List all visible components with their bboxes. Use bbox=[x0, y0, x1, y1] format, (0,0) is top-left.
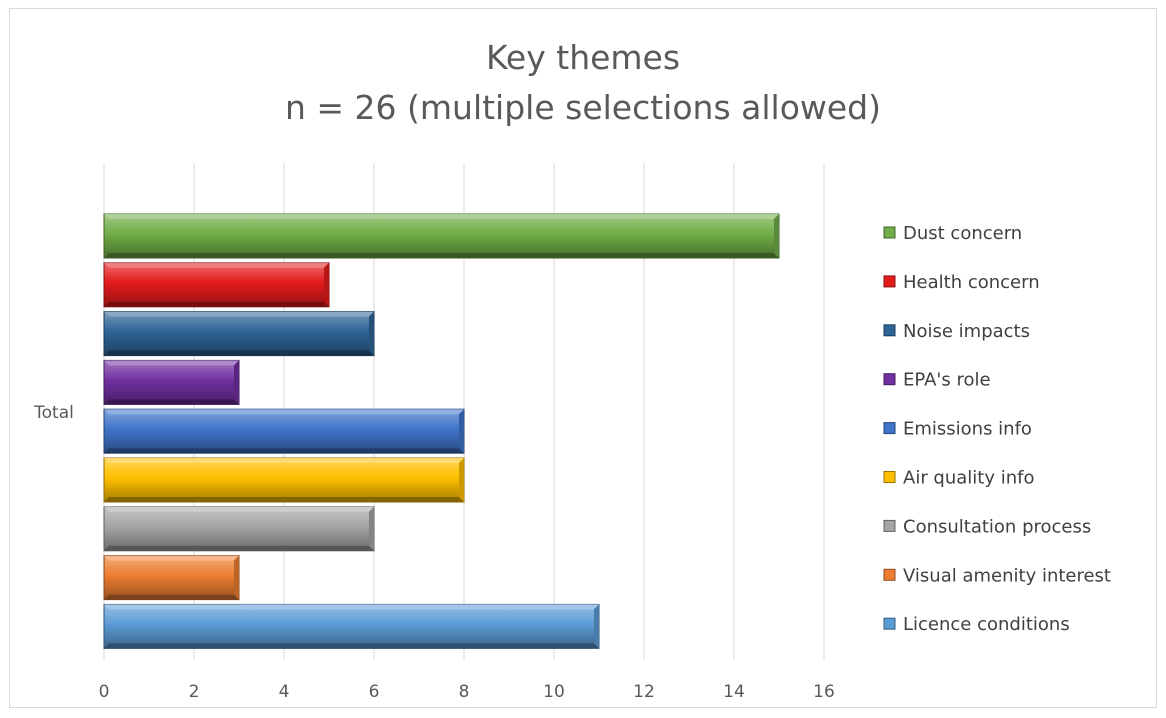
legend-item: Noise impacts bbox=[883, 321, 1030, 342]
legend-item: Emissions info bbox=[883, 419, 1032, 440]
bar-dust-concern bbox=[103, 213, 780, 259]
legend-item: Licence conditions bbox=[883, 614, 1070, 635]
legend-swatch bbox=[883, 324, 896, 337]
x-axis: 0 2 4 6 8 10 12 14 16 bbox=[99, 682, 835, 702]
legend-item: EPA's role bbox=[883, 370, 991, 391]
legend-label: Licence conditions bbox=[903, 614, 1070, 635]
legend-swatch bbox=[883, 373, 896, 386]
bar-emissions-info bbox=[103, 408, 465, 454]
x-tick-label: 4 bbox=[279, 682, 290, 702]
legend-item: Visual amenity interest bbox=[883, 565, 1111, 586]
x-tick-label: 6 bbox=[369, 682, 380, 702]
chart-subtitle: n = 26 (multiple selections allowed) bbox=[284, 88, 881, 127]
legend-label: Air quality info bbox=[903, 468, 1035, 489]
x-tick-label: 2 bbox=[189, 682, 200, 702]
x-tick-label: 14 bbox=[723, 682, 745, 702]
legend-swatch bbox=[883, 617, 896, 630]
legend-item: Health concern bbox=[883, 272, 1040, 293]
legend-label: Visual amenity interest bbox=[903, 565, 1111, 586]
legend-label: Dust concern bbox=[903, 223, 1022, 244]
bar-visual-amenity-interest bbox=[103, 555, 240, 601]
x-tick-label: 10 bbox=[543, 682, 565, 702]
bar-air-quality-info bbox=[103, 457, 465, 503]
bar-health-concern bbox=[103, 262, 330, 308]
legend-label: Emissions info bbox=[903, 419, 1032, 440]
legend-label: Health concern bbox=[903, 272, 1040, 293]
bar-licence-conditions bbox=[103, 603, 600, 649]
legend-swatch bbox=[883, 422, 896, 435]
bar-consultation-process bbox=[103, 506, 375, 552]
legend-swatch bbox=[883, 226, 896, 239]
legend-label: Consultation process bbox=[903, 516, 1091, 537]
legend-label: Noise impacts bbox=[903, 321, 1030, 342]
legend-swatch bbox=[883, 275, 896, 288]
legend-item: Air quality info bbox=[883, 468, 1035, 489]
legend-item: Consultation process bbox=[883, 516, 1091, 537]
chart-title: Key themes bbox=[485, 38, 681, 77]
x-tick-label: 8 bbox=[459, 682, 470, 702]
legend-swatch bbox=[883, 568, 896, 581]
bar-epa-s-role bbox=[103, 359, 240, 405]
legend: Dust concern Health concern Noise impacts E… bbox=[883, 223, 1111, 635]
legend-label: EPA's role bbox=[903, 370, 991, 391]
bar-noise-impacts bbox=[103, 311, 375, 357]
legend-swatch bbox=[883, 519, 896, 532]
legend-swatch bbox=[883, 471, 896, 483]
bars bbox=[103, 213, 780, 649]
x-tick-label: 0 bbox=[99, 682, 110, 702]
x-tick-label: 16 bbox=[813, 682, 835, 702]
y-category-label: Total bbox=[33, 403, 74, 423]
legend-item: Dust concern bbox=[883, 223, 1022, 244]
y-axis: Total bbox=[33, 403, 74, 423]
x-tick-label: 12 bbox=[633, 682, 655, 702]
